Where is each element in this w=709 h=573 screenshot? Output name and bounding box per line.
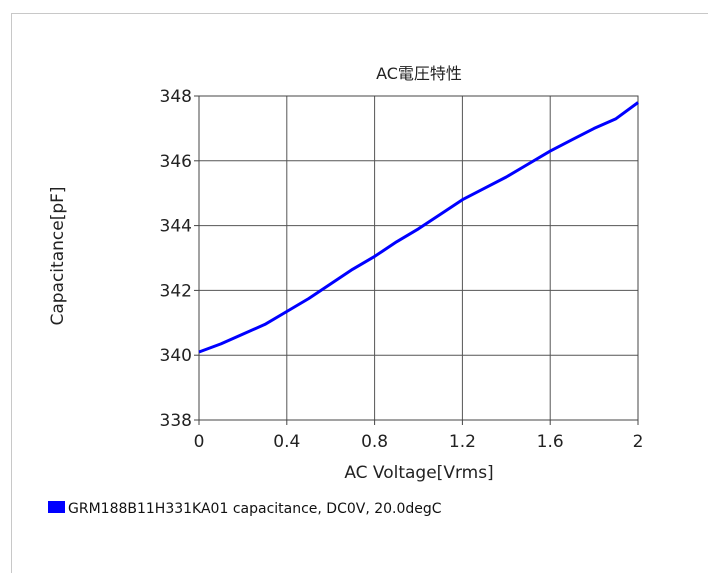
y-tick-label: 344: [160, 217, 192, 237]
legend: GRM188B11H331KA01 capacitance, DC0V, 20.…: [48, 501, 442, 517]
y-tick-label: 342: [160, 281, 192, 301]
x-tick-label: 0.8: [361, 432, 388, 452]
y-tick-label: 348: [160, 87, 192, 107]
series-line: [198, 101, 639, 354]
chart-frame: [11, 13, 708, 573]
legend-swatch: [48, 501, 65, 513]
x-tick-label: 1.6: [537, 432, 564, 452]
x-tick-label: 0.4: [273, 432, 300, 452]
gridlines: [199, 96, 638, 420]
y-axis-label: Capacitance[pF]: [48, 186, 68, 325]
y-tick-label: 338: [160, 411, 192, 431]
x-tick-label: 1.2: [449, 432, 476, 452]
chart-title: AC電圧特性: [376, 64, 462, 83]
series-layer: [198, 101, 639, 354]
legend-label: GRM188B11H331KA01 capacitance, DC0V, 20.…: [68, 501, 442, 517]
axis-ticks: 0 0.4 0.8 1.2 1.6 2 338 340 342 344 346 348: [160, 87, 644, 452]
x-tick-label: 2: [633, 432, 644, 452]
x-axis-label: AC Voltage[Vrms]: [344, 463, 493, 483]
x-tick-label: 0: [194, 432, 205, 452]
y-tick-label: 346: [160, 152, 192, 172]
plot-area: [198, 95, 639, 421]
y-tick-label: 340: [160, 346, 192, 366]
